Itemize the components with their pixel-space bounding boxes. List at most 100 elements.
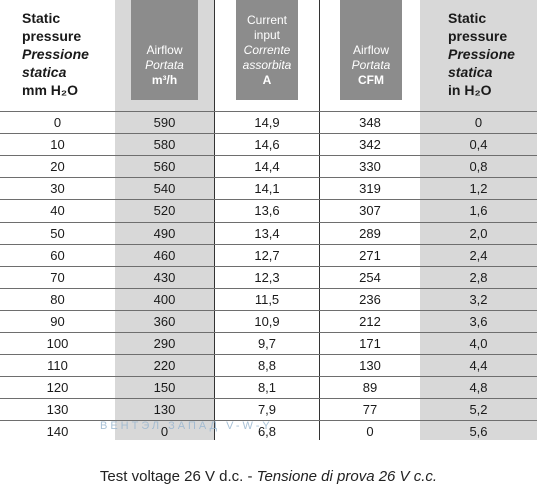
row-divider [0, 420, 537, 422]
current-cell: 14,4 [254, 159, 280, 175]
current-cell: 11,5 [254, 291, 280, 307]
pressure-mm-cell: 60 [50, 247, 65, 263]
table-row: 30 540 14,1 319 1,2 [0, 177, 537, 200]
table-row: 70 430 12,3 254 2,8 [0, 266, 537, 289]
airflow-cfm-cell: 212 [359, 313, 381, 329]
current-cell: 14,9 [254, 115, 280, 130]
current-input-header: Current input Corrente assorbita A [236, 0, 298, 100]
table-row: 10 580 14,6 342 0,4 [0, 133, 537, 156]
airflow-cfm-cell: 348 [359, 115, 381, 130]
pressure-mm-cell: 110 [47, 358, 68, 374]
airflow-cfm-cell: 89 [362, 380, 378, 396]
pressure-in-cell: 5,2 [469, 402, 488, 418]
airflow-m3h-cell: 150 [153, 380, 176, 396]
airflow-cfm-cell: 319 [359, 181, 381, 197]
airflow-cfm-cell: 307 [359, 203, 381, 219]
pressure-in-cell: 1,6 [469, 203, 488, 219]
airflow-cfm-cell: 171 [359, 336, 381, 351]
table-row: 20 560 14,4 330 0,8 [0, 155, 537, 178]
airflow-m3h-cell: 520 [153, 203, 176, 219]
airflow-m3h-cell: 360 [153, 313, 176, 329]
row-divider [0, 354, 537, 356]
row-divider [0, 309, 537, 311]
airflow-m3h-cell: 0 [160, 424, 169, 440]
row-divider [0, 265, 537, 267]
current-cell: 13,4 [254, 225, 280, 241]
table-row: 110 220 8,8 130 4,4 [0, 354, 537, 377]
row-divider [0, 332, 537, 333]
pressure-mm-cell: 50 [50, 225, 65, 241]
airflow-cfm-cell: 254 [359, 269, 381, 285]
row-divider [0, 177, 537, 179]
row-divider [0, 199, 537, 201]
test-voltage-note: Test voltage 26 V d.c. - Tensione di pro… [99, 468, 438, 485]
pressure-in-cell: 3,2 [469, 291, 488, 307]
airflow-cfm-header: Airflow Portata CFM [340, 0, 402, 100]
airflow-cfm-cell: 77 [362, 402, 378, 418]
row-divider [0, 287, 537, 289]
static-pressure-mm-header: Static pressure Pressione statica mm H₂O [22, 10, 89, 98]
current-cell: 8,8 [257, 358, 277, 374]
pressure-in-cell: 0,4 [469, 137, 488, 153]
current-cell: 13,6 [254, 203, 280, 219]
row-divider [0, 221, 537, 223]
row-divider [0, 133, 537, 135]
airflow-cfm-cell: 236 [359, 291, 381, 307]
current-cell: 12,7 [254, 247, 280, 263]
airflow-m3h-cell: 580 [153, 137, 176, 153]
airflow-m3h-cell: 430 [153, 269, 176, 285]
pressure-mm-cell: 100 [46, 336, 69, 351]
airflow-m3h-cell: 490 [153, 225, 176, 241]
table-row: 40 520 13,6 307 1,6 [0, 199, 537, 222]
current-cell: 9,7 [257, 336, 277, 351]
pressure-in-cell: 1,2 [469, 181, 488, 197]
current-cell: 14,6 [254, 137, 280, 153]
table-row: 80 400 11,5 236 3,2 [0, 288, 537, 311]
current-cell: 6,8 [257, 424, 277, 440]
row-divider [0, 111, 537, 112]
column-divider [214, 0, 215, 440]
current-cell: 14,1 [254, 181, 280, 197]
airflow-cfm-cell: 0 [366, 424, 374, 440]
pressure-mm-cell: 140 [46, 424, 69, 440]
airflow-m3h-cell: 590 [153, 115, 176, 130]
pressure-mm-cell: 0 [53, 115, 62, 130]
airflow-m3h-header: Airflow Portata m³/h [131, 0, 198, 100]
current-cell: 12,3 [254, 269, 280, 285]
row-divider [0, 243, 537, 245]
table-row: 90 360 10,9 212 3,6 [0, 310, 537, 333]
pressure-in-cell: 5,6 [469, 424, 488, 440]
pressure-in-cell: 0 [474, 115, 483, 130]
airflow-cfm-cell: 130 [359, 358, 381, 374]
pressure-mm-cell: 130 [46, 402, 69, 418]
table-row: 130 130 7,9 77 5,2 [0, 398, 537, 421]
pressure-in-cell: 2,4 [469, 247, 488, 263]
table-row: 60 460 12,7 271 2,4 [0, 244, 537, 267]
pressure-in-cell: 4,8 [469, 380, 488, 396]
pressure-in-cell: 4,4 [469, 358, 488, 374]
table-row: 120 150 8,1 89 4,8 [0, 376, 537, 399]
watermark: ВЕНТЭЛ ЗАПАД V-W-Y [100, 420, 273, 432]
pressure-in-cell: 4,0 [469, 336, 488, 351]
pressure-in-column-bg [420, 0, 537, 440]
pressure-mm-cell: 70 [50, 269, 65, 285]
airflow-m3h-cell: 220 [153, 358, 176, 374]
table-row: 100 290 9,7 171 4,0 [0, 332, 537, 355]
row-divider [0, 398, 537, 400]
airflow-cfm-cell: 342 [359, 137, 381, 153]
table-row: 140 0 6,8 0 5,6 [0, 420, 537, 443]
static-pressure-in-header: Static pressure Pressione statica in H₂O [448, 10, 515, 98]
table-row: 50 490 13,4 289 2,0 [0, 222, 537, 245]
pressure-mm-cell: 20 [50, 159, 65, 175]
current-cell: 10,9 [254, 313, 280, 329]
airflow-m3h-cell: 400 [153, 291, 176, 307]
column-divider [319, 0, 320, 440]
pressure-in-cell: 2,8 [469, 269, 488, 285]
row-divider [0, 155, 537, 157]
airflow-m3h-cell: 460 [153, 247, 176, 263]
pressure-mm-cell: 120 [46, 380, 69, 396]
pressure-mm-cell: 80 [50, 291, 65, 307]
pressure-mm-cell: 40 [50, 203, 65, 219]
pressure-mm-cell: 10 [50, 137, 65, 153]
airflow-m3h-cell: 290 [153, 336, 176, 351]
